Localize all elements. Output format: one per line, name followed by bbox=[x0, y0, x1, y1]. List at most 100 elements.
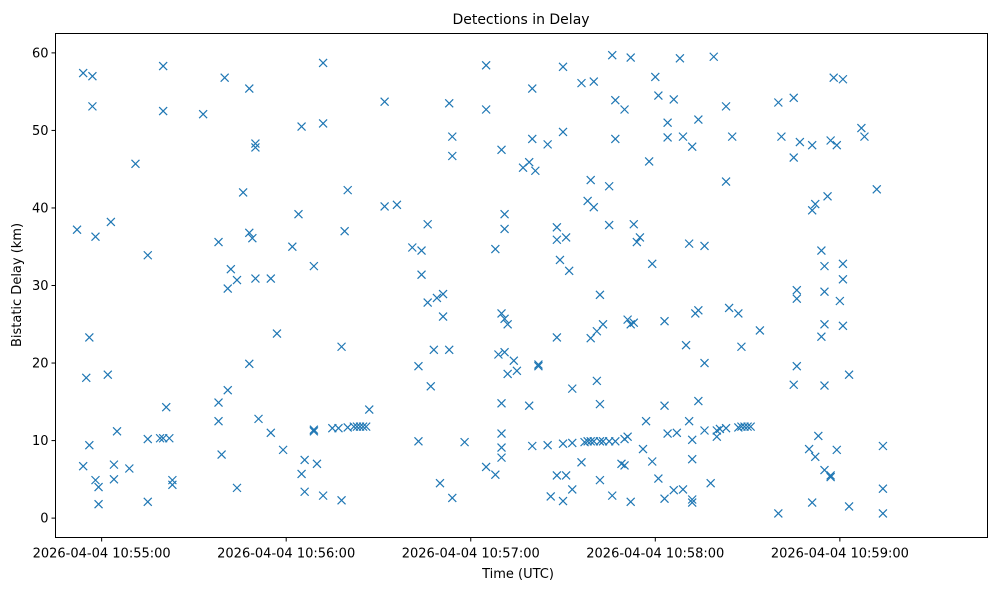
data-point bbox=[555, 255, 565, 265]
data-point bbox=[558, 127, 568, 137]
data-point bbox=[693, 396, 703, 406]
data-point bbox=[755, 326, 765, 335]
data-point bbox=[700, 358, 709, 368]
data-point bbox=[856, 123, 866, 133]
data-point bbox=[87, 101, 97, 111]
data-point bbox=[678, 132, 688, 142]
data-point bbox=[447, 132, 457, 142]
data-point bbox=[838, 274, 848, 284]
data-point bbox=[318, 491, 328, 501]
data-point bbox=[743, 422, 753, 432]
data-point bbox=[733, 308, 743, 318]
data-point bbox=[244, 359, 254, 369]
data-point bbox=[254, 414, 263, 424]
data-point bbox=[214, 398, 223, 408]
data-point bbox=[552, 235, 562, 245]
data-point bbox=[81, 373, 91, 383]
data-point bbox=[447, 151, 457, 161]
data-point bbox=[773, 509, 783, 518]
data-point bbox=[878, 484, 888, 494]
data-point bbox=[214, 416, 223, 426]
data-point bbox=[684, 416, 694, 426]
data-point bbox=[497, 398, 506, 408]
data-point bbox=[813, 431, 823, 441]
data-point bbox=[669, 94, 679, 104]
data-point bbox=[820, 261, 829, 271]
data-point bbox=[626, 497, 636, 507]
data-point bbox=[238, 188, 248, 197]
data-point bbox=[607, 50, 617, 60]
data-point bbox=[361, 422, 371, 432]
data-point bbox=[684, 239, 694, 249]
data-point bbox=[72, 225, 82, 235]
data-point bbox=[109, 474, 119, 484]
data-point bbox=[392, 200, 402, 210]
data-point bbox=[663, 118, 673, 128]
data-point bbox=[721, 423, 731, 433]
data-point bbox=[318, 119, 328, 128]
data-point bbox=[543, 440, 553, 450]
data-point bbox=[647, 259, 657, 269]
data-point bbox=[844, 370, 854, 380]
data-point bbox=[447, 493, 457, 503]
data-point bbox=[595, 436, 605, 446]
data-point bbox=[220, 73, 230, 83]
data-point bbox=[78, 68, 88, 78]
y-axis: 0 10 20 30 40 50 60 bbox=[32, 46, 56, 527]
data-point bbox=[558, 496, 568, 506]
data-point bbox=[500, 224, 510, 234]
data-point bbox=[577, 457, 586, 467]
data-point bbox=[167, 480, 177, 490]
data-point bbox=[595, 399, 605, 409]
data-point bbox=[509, 356, 519, 366]
data-point bbox=[266, 428, 276, 438]
data-point bbox=[287, 242, 297, 252]
data-point bbox=[653, 474, 663, 483]
data-point bbox=[497, 429, 506, 439]
data-point bbox=[438, 312, 448, 321]
data-point bbox=[112, 426, 122, 436]
data-point bbox=[435, 478, 445, 488]
x-axis: 2026-04-04 10:55:00 2026-04-04 10:56:00 20… bbox=[33, 537, 909, 562]
data-point bbox=[700, 241, 709, 251]
x-tick-label: 2026-04-04 10:55:00 bbox=[33, 547, 171, 562]
data-point bbox=[610, 95, 620, 105]
data-point bbox=[124, 464, 134, 473]
data-point bbox=[832, 445, 842, 455]
data-point bbox=[143, 250, 153, 260]
data-point bbox=[804, 444, 814, 454]
data-point bbox=[226, 264, 236, 274]
chart-title: Detections in Delay bbox=[452, 12, 589, 28]
data-point bbox=[826, 471, 836, 480]
data-point bbox=[432, 293, 442, 303]
data-point bbox=[623, 315, 633, 325]
data-point bbox=[823, 191, 832, 201]
data-point bbox=[721, 101, 731, 111]
x-tick-label: 2026-04-04 10:57:00 bbox=[402, 547, 540, 562]
data-point bbox=[641, 416, 651, 426]
data-point bbox=[807, 205, 817, 215]
data-point bbox=[334, 423, 343, 433]
data-point bbox=[638, 444, 648, 454]
data-point bbox=[503, 319, 513, 329]
data-point bbox=[414, 436, 423, 446]
data-point bbox=[789, 380, 799, 390]
data-point bbox=[417, 270, 426, 280]
data-point bbox=[78, 461, 88, 471]
y-tick-label: 10 bbox=[32, 434, 49, 449]
data-point bbox=[838, 74, 848, 84]
data-point bbox=[297, 469, 306, 479]
data-point bbox=[91, 475, 100, 485]
data-point bbox=[337, 495, 346, 505]
data-point bbox=[500, 314, 510, 324]
data-point bbox=[524, 157, 534, 167]
data-point bbox=[610, 436, 620, 446]
data-point bbox=[552, 471, 562, 480]
data-point bbox=[807, 140, 817, 150]
data-point bbox=[106, 217, 116, 227]
data-point bbox=[497, 453, 506, 463]
data-point bbox=[838, 259, 848, 269]
data-point bbox=[558, 439, 568, 449]
data-point bbox=[343, 185, 353, 195]
